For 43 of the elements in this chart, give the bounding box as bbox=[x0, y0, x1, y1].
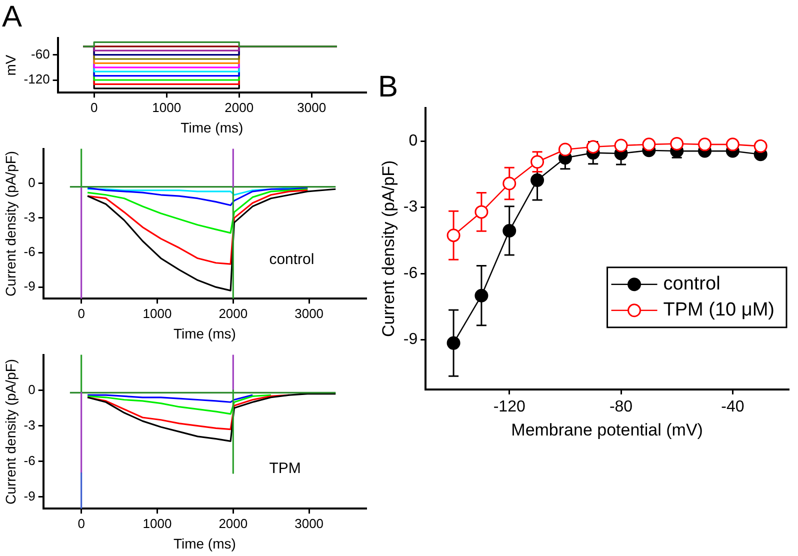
annotation: control bbox=[269, 251, 314, 268]
y-axis-title: mV bbox=[2, 54, 18, 76]
x-tick-label: -80 bbox=[609, 398, 633, 416]
x-axis-title: Time (ms) bbox=[180, 119, 244, 136]
y-tick-label: -9 bbox=[24, 488, 36, 504]
y-tick-label: -9 bbox=[24, 278, 36, 294]
x-tick-label: 3000 bbox=[294, 306, 324, 321]
x-tick-label: 2000 bbox=[218, 306, 248, 321]
x-tick-label: 2000 bbox=[224, 100, 254, 115]
x-tick-label: 3000 bbox=[297, 100, 326, 115]
x-tick-label: 0 bbox=[78, 306, 85, 321]
y-axis-title: Current density (pA/pF) bbox=[378, 160, 398, 338]
y-tick-label: -6 bbox=[24, 244, 36, 260]
x-axis-title: Membrane potential (mV) bbox=[511, 420, 703, 440]
legend-label: control bbox=[663, 274, 720, 295]
y-tick-label: 0 bbox=[28, 382, 36, 397]
y-tick-label: -3 bbox=[403, 198, 418, 216]
y-tick-label: -3 bbox=[24, 210, 36, 225]
legend-label: TPM (10 μM) bbox=[663, 300, 775, 321]
x-axis-title: Time (ms) bbox=[173, 325, 236, 342]
x-tick-label: 1000 bbox=[142, 516, 172, 531]
x-tick-label: 1000 bbox=[142, 306, 172, 321]
y-tick-label: -3 bbox=[24, 417, 36, 432]
y-tick-label: -9 bbox=[403, 331, 418, 348]
y-axis-title: Current density (pA/pF) bbox=[2, 150, 18, 296]
x-tick-label: -120 bbox=[493, 398, 526, 416]
x-axis-title: Time (ms) bbox=[173, 535, 236, 552]
y-tick-label: -120 bbox=[24, 72, 50, 87]
annotation: TPM bbox=[269, 460, 301, 478]
x-tick-label: 2000 bbox=[218, 516, 248, 531]
y-tick-label: -6 bbox=[403, 264, 418, 282]
y-tick-label: 0 bbox=[28, 174, 36, 190]
x-tick-label: -40 bbox=[721, 398, 744, 416]
chart-title: A bbox=[2, 0, 22, 34]
x-tick-label: 3000 bbox=[294, 516, 324, 531]
x-tick-label: 1000 bbox=[152, 100, 182, 115]
y-tick-label: -6 bbox=[24, 452, 36, 468]
y-tick-label: -60 bbox=[31, 46, 50, 62]
x-tick-label: 0 bbox=[90, 100, 98, 115]
x-tick-label: 0 bbox=[78, 516, 85, 531]
y-axis-title: Current density (pA/pF) bbox=[2, 358, 18, 504]
chart-title: B bbox=[378, 70, 398, 104]
y-tick-label: 0 bbox=[408, 132, 418, 150]
